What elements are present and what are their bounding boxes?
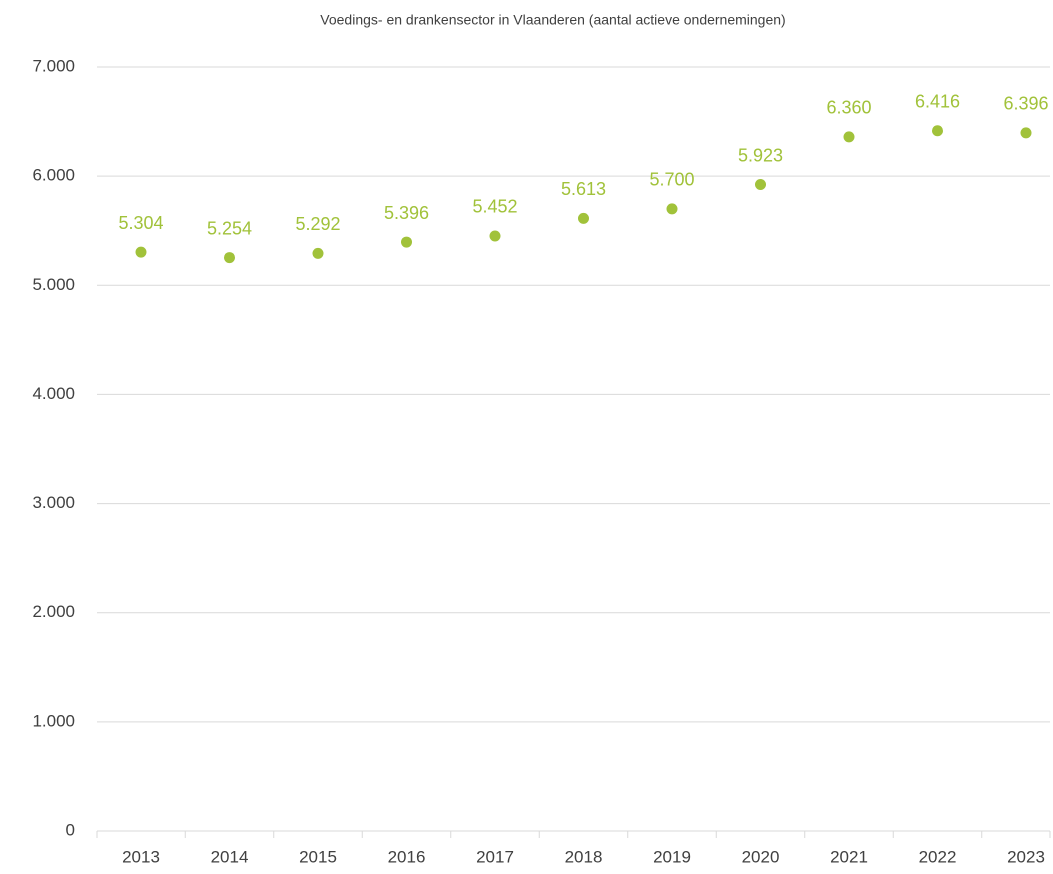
data-label: 6.360 <box>826 98 871 118</box>
chart-title: Voedings- en drankensector in Vlaanderen… <box>320 12 785 28</box>
marker <box>755 179 766 191</box>
x-tick-label: 2018 <box>565 847 603 866</box>
marker <box>489 230 501 242</box>
data-label: 6.396 <box>1003 94 1048 114</box>
marker <box>666 203 678 215</box>
x-tick-label: 2013 <box>122 847 160 866</box>
y-tick-label: 2.000 <box>32 602 75 621</box>
y-tick-label: 5.000 <box>32 275 75 294</box>
data-label: 5.452 <box>472 197 517 217</box>
x-tick-label: 2021 <box>830 847 868 866</box>
y-tick-label: 1.000 <box>32 711 75 730</box>
marker <box>578 212 589 224</box>
x-tick-label: 2023 <box>1007 847 1045 866</box>
marker <box>843 131 855 143</box>
y-tick-label: 4.000 <box>32 384 75 403</box>
marker <box>135 246 147 258</box>
x-tick-label: 2019 <box>653 847 691 866</box>
data-label: 5.396 <box>384 203 429 223</box>
marker <box>224 252 235 264</box>
data-label: 5.613 <box>561 179 606 199</box>
x-tick-label: 2014 <box>211 847 249 866</box>
x-tick-label: 2015 <box>299 847 337 866</box>
data-label: 5.254 <box>207 218 252 238</box>
marker <box>932 125 943 137</box>
data-label: 5.700 <box>649 170 694 190</box>
marker <box>401 236 412 248</box>
x-tick-label: 2022 <box>919 847 957 866</box>
y-tick-label: 6.000 <box>32 166 75 185</box>
x-tick-label: 2017 <box>476 847 514 866</box>
marker <box>1020 127 1032 139</box>
y-tick-label: 0 <box>66 820 75 839</box>
data-label: 5.304 <box>118 213 163 233</box>
y-tick-label: 7.000 <box>32 56 75 75</box>
marker <box>312 247 324 259</box>
data-label: 5.923 <box>738 145 783 165</box>
data-label: 6.416 <box>915 91 960 111</box>
x-tick-label: 2020 <box>742 847 780 866</box>
data-label: 5.292 <box>295 214 340 234</box>
x-tick-label: 2016 <box>388 847 426 866</box>
y-tick-label: 3.000 <box>32 493 75 512</box>
